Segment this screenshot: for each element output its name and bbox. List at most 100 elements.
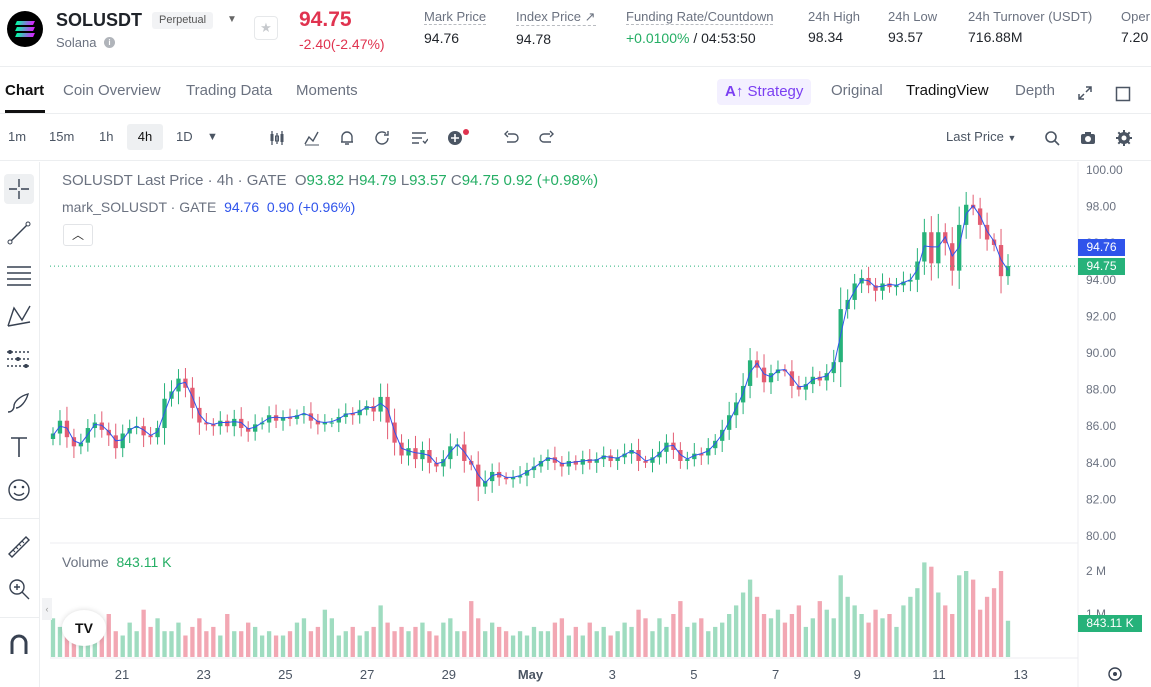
candle-body [50, 433, 56, 440]
mark-price-line [52, 204, 1009, 484]
candle-body [483, 481, 488, 487]
candle-body [803, 384, 809, 390]
forecast-icon[interactable] [4, 344, 34, 374]
tab-moments[interactable]: Moments [296, 82, 358, 99]
candle-body [671, 442, 676, 450]
volume-bar [977, 609, 983, 657]
emoji-icon[interactable] [4, 475, 34, 505]
legend-change: 0.92 (+0.98%) [503, 172, 599, 189]
settings-gear-axis[interactable] [1108, 667, 1122, 681]
timeframe-15m[interactable]: 15m [49, 129, 75, 144]
candle-body [427, 449, 432, 463]
open-interest-value: 7.20 [1121, 29, 1149, 45]
candle-body [406, 448, 411, 456]
candle-body [559, 462, 565, 467]
timeframe-4h[interactable]: 4h [127, 124, 163, 150]
mark-price-label[interactable]: Mark Price [424, 9, 487, 25]
volume-bar [887, 614, 892, 657]
tab-tradingview[interactable]: TradingView [906, 82, 989, 99]
magnet-icon[interactable] [4, 630, 34, 660]
candle-body [580, 459, 585, 465]
redo-icon[interactable] [538, 129, 556, 147]
ruler-icon[interactable] [4, 532, 34, 562]
timeframe-1d[interactable]: 1D [176, 129, 193, 144]
camera-icon[interactable] [1079, 129, 1097, 147]
volume-bar [190, 626, 195, 657]
turnover-label: 24h Turnover (USDT) [968, 9, 1093, 24]
trendline-icon[interactable] [4, 218, 34, 248]
volume-bar [643, 618, 648, 657]
volume-bar [294, 622, 300, 657]
undo-icon[interactable] [502, 129, 520, 147]
candle-body [308, 413, 314, 421]
tradingview-logo-icon[interactable]: TV [62, 610, 106, 646]
candle-body [810, 376, 815, 385]
funding-rate-label[interactable]: Funding Rate/Countdown [626, 9, 774, 25]
candle-body [699, 453, 704, 456]
add-icon[interactable] [446, 129, 470, 147]
volume-legend: Volume 843.11 K [62, 554, 172, 570]
search-icon[interactable] [1043, 129, 1061, 147]
volume-bar [78, 635, 84, 657]
volume-bar [469, 601, 474, 657]
volume-bar [545, 631, 551, 657]
symbol-name[interactable]: SOLUSDT [56, 10, 143, 30]
candle-body [57, 420, 63, 434]
crosshair-icon[interactable] [4, 174, 34, 204]
volume-bar [364, 631, 369, 657]
time-axis-label: May [518, 667, 544, 682]
scroll-left-button[interactable]: ‹ [42, 598, 52, 620]
price-axis: 100.0098.0096.0094.0092.0090.0088.0086.0… [1086, 163, 1123, 543]
candle-body [246, 428, 251, 432]
collapse-legend-button[interactable]: ︿ [63, 224, 93, 246]
index-price-label[interactable]: Index Price ↗ [516, 9, 596, 26]
volume-bar [232, 631, 237, 657]
settings-icon[interactable] [1115, 129, 1133, 147]
candle-body [594, 459, 599, 463]
volume-bar [169, 631, 174, 657]
price-type-select[interactable]: Last Price ▼ [940, 124, 1022, 150]
volume-value: 843.11 K [116, 554, 172, 570]
tab-coin-overview[interactable]: Coin Overview [63, 82, 161, 99]
alert-icon[interactable] [338, 129, 356, 147]
chart-tabs: Chart Coin Overview Trading Data Moments… [0, 66, 1151, 114]
candle-body [218, 420, 223, 427]
candle-body [336, 417, 341, 423]
volume-bar [246, 622, 251, 657]
tab-trading-data[interactable]: Trading Data [186, 82, 273, 99]
price-axis-label: 80.00 [1086, 529, 1116, 543]
zoom-icon[interactable] [4, 574, 34, 604]
template-icon[interactable] [410, 129, 428, 147]
star-icon[interactable]: ★ [254, 16, 278, 40]
timeframe-dropdown-icon[interactable]: ▼ [207, 131, 218, 143]
expand-icon[interactable] [1077, 85, 1093, 101]
indicator-icon[interactable] [303, 129, 321, 147]
volume-bar [371, 626, 376, 657]
timeframe-1h[interactable]: 1h [99, 129, 114, 144]
strategy-button[interactable]: A↑ Strategy [717, 79, 812, 105]
candle-body [239, 418, 244, 429]
mark-price-value: 94.76 [424, 30, 460, 46]
timeframe-1m[interactable]: 1m [8, 129, 27, 144]
pattern-icon[interactable] [4, 302, 34, 332]
candle-body [211, 424, 216, 427]
tab-depth[interactable]: Depth [1015, 82, 1056, 99]
window-icon[interactable] [1115, 86, 1131, 102]
chevron-down-icon[interactable]: ▼ [227, 14, 237, 25]
tab-original[interactable]: Original [831, 82, 883, 99]
replay-icon[interactable] [373, 129, 391, 147]
legend-close: 94.75 [461, 172, 500, 189]
funding-countdown: / 04:53:50 [693, 30, 756, 46]
brush-icon[interactable] [4, 388, 34, 418]
time-axis-label: 3 [609, 667, 616, 682]
fib-icon[interactable] [4, 260, 34, 290]
text-icon[interactable] [4, 432, 34, 462]
tab-chart[interactable]: Chart [5, 82, 45, 99]
candle-body [866, 277, 871, 286]
info-icon[interactable]: i [104, 37, 115, 48]
candle-body [350, 413, 355, 416]
volume-bar [566, 635, 572, 657]
candles-icon[interactable] [268, 129, 286, 147]
volume-bar [852, 605, 857, 657]
